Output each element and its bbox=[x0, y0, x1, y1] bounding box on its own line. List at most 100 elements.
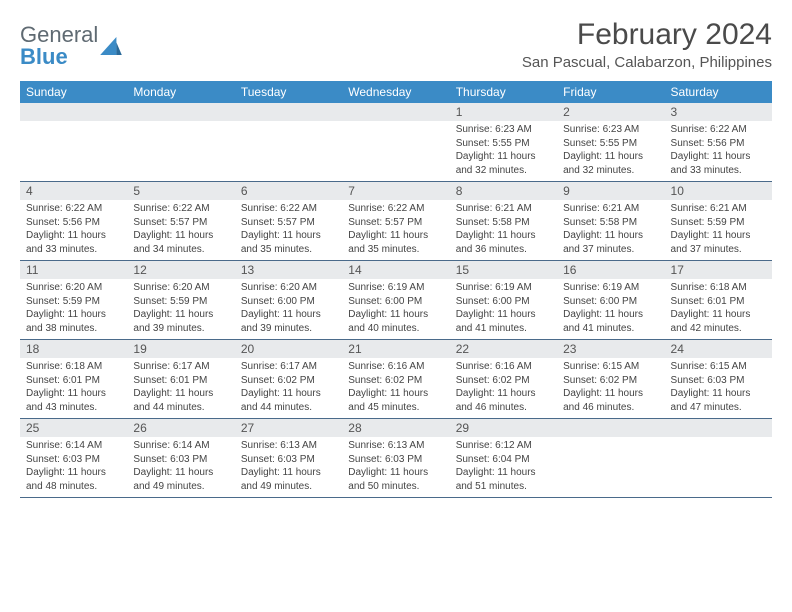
day-info: Sunrise: 6:21 AMSunset: 5:59 PMDaylight:… bbox=[665, 200, 772, 260]
calendar-cell: 2Sunrise: 6:23 AMSunset: 5:55 PMDaylight… bbox=[557, 103, 664, 182]
logo-line1: General bbox=[20, 24, 98, 46]
logo-line2: Blue bbox=[20, 44, 68, 69]
weekday-header: Tuesday bbox=[235, 81, 342, 103]
calendar-cell: 1Sunrise: 6:23 AMSunset: 5:55 PMDaylight… bbox=[450, 103, 557, 182]
date-number bbox=[557, 419, 664, 437]
day-info: Sunrise: 6:18 AMSunset: 6:01 PMDaylight:… bbox=[20, 358, 127, 418]
day-info: Sunrise: 6:19 AMSunset: 6:00 PMDaylight:… bbox=[342, 279, 449, 339]
calendar-cell: 19Sunrise: 6:17 AMSunset: 6:01 PMDayligh… bbox=[127, 340, 234, 419]
calendar-cell: 7Sunrise: 6:22 AMSunset: 5:57 PMDaylight… bbox=[342, 182, 449, 261]
date-number: 23 bbox=[557, 340, 664, 358]
weekday-header-row: SundayMondayTuesdayWednesdayThursdayFrid… bbox=[20, 81, 772, 103]
calendar-cell: 24Sunrise: 6:15 AMSunset: 6:03 PMDayligh… bbox=[665, 340, 772, 419]
calendar-cell bbox=[235, 103, 342, 182]
date-number: 21 bbox=[342, 340, 449, 358]
date-number: 13 bbox=[235, 261, 342, 279]
date-number: 2 bbox=[557, 103, 664, 121]
day-info: Sunrise: 6:14 AMSunset: 6:03 PMDaylight:… bbox=[20, 437, 127, 497]
month-title: February 2024 bbox=[522, 18, 772, 52]
date-number bbox=[665, 419, 772, 437]
calendar-cell: 23Sunrise: 6:15 AMSunset: 6:02 PMDayligh… bbox=[557, 340, 664, 419]
day-info: Sunrise: 6:20 AMSunset: 5:59 PMDaylight:… bbox=[20, 279, 127, 339]
date-number: 1 bbox=[450, 103, 557, 121]
calendar-cell bbox=[127, 103, 234, 182]
calendar-cell: 27Sunrise: 6:13 AMSunset: 6:03 PMDayligh… bbox=[235, 419, 342, 498]
day-info: Sunrise: 6:23 AMSunset: 5:55 PMDaylight:… bbox=[557, 121, 664, 181]
calendar-cell: 13Sunrise: 6:20 AMSunset: 6:00 PMDayligh… bbox=[235, 261, 342, 340]
day-info: Sunrise: 6:14 AMSunset: 6:03 PMDaylight:… bbox=[127, 437, 234, 497]
day-info bbox=[342, 121, 449, 177]
calendar-row: 11Sunrise: 6:20 AMSunset: 5:59 PMDayligh… bbox=[20, 261, 772, 340]
logo-text: General Blue bbox=[20, 24, 98, 68]
day-info: Sunrise: 6:21 AMSunset: 5:58 PMDaylight:… bbox=[557, 200, 664, 260]
day-info: Sunrise: 6:16 AMSunset: 6:02 PMDaylight:… bbox=[450, 358, 557, 418]
day-info: Sunrise: 6:17 AMSunset: 6:01 PMDaylight:… bbox=[127, 358, 234, 418]
header: General Blue February 2024 San Pascual, … bbox=[20, 18, 772, 71]
calendar-cell: 12Sunrise: 6:20 AMSunset: 5:59 PMDayligh… bbox=[127, 261, 234, 340]
date-number bbox=[342, 103, 449, 121]
day-info: Sunrise: 6:15 AMSunset: 6:02 PMDaylight:… bbox=[557, 358, 664, 418]
date-number: 18 bbox=[20, 340, 127, 358]
calendar-cell: 4Sunrise: 6:22 AMSunset: 5:56 PMDaylight… bbox=[20, 182, 127, 261]
calendar-page: General Blue February 2024 San Pascual, … bbox=[0, 0, 792, 508]
day-info: Sunrise: 6:12 AMSunset: 6:04 PMDaylight:… bbox=[450, 437, 557, 497]
date-number: 9 bbox=[557, 182, 664, 200]
date-number: 22 bbox=[450, 340, 557, 358]
weekday-header: Saturday bbox=[665, 81, 772, 103]
date-number: 4 bbox=[20, 182, 127, 200]
calendar-cell: 11Sunrise: 6:20 AMSunset: 5:59 PMDayligh… bbox=[20, 261, 127, 340]
day-info: Sunrise: 6:22 AMSunset: 5:57 PMDaylight:… bbox=[127, 200, 234, 260]
date-number: 12 bbox=[127, 261, 234, 279]
calendar-cell bbox=[665, 419, 772, 498]
day-info: Sunrise: 6:22 AMSunset: 5:57 PMDaylight:… bbox=[342, 200, 449, 260]
calendar-cell bbox=[557, 419, 664, 498]
calendar-cell: 18Sunrise: 6:18 AMSunset: 6:01 PMDayligh… bbox=[20, 340, 127, 419]
calendar-row: 25Sunrise: 6:14 AMSunset: 6:03 PMDayligh… bbox=[20, 419, 772, 498]
date-number: 28 bbox=[342, 419, 449, 437]
date-number: 5 bbox=[127, 182, 234, 200]
calendar-cell: 28Sunrise: 6:13 AMSunset: 6:03 PMDayligh… bbox=[342, 419, 449, 498]
calendar-cell: 21Sunrise: 6:16 AMSunset: 6:02 PMDayligh… bbox=[342, 340, 449, 419]
day-info: Sunrise: 6:22 AMSunset: 5:56 PMDaylight:… bbox=[20, 200, 127, 260]
date-number: 8 bbox=[450, 182, 557, 200]
weekday-header: Monday bbox=[127, 81, 234, 103]
date-number: 27 bbox=[235, 419, 342, 437]
weekday-header: Wednesday bbox=[342, 81, 449, 103]
weekday-header: Thursday bbox=[450, 81, 557, 103]
date-number: 29 bbox=[450, 419, 557, 437]
weekday-header: Sunday bbox=[20, 81, 127, 103]
day-info bbox=[557, 437, 664, 493]
date-number bbox=[127, 103, 234, 121]
calendar-cell: 5Sunrise: 6:22 AMSunset: 5:57 PMDaylight… bbox=[127, 182, 234, 261]
calendar-cell: 10Sunrise: 6:21 AMSunset: 5:59 PMDayligh… bbox=[665, 182, 772, 261]
calendar-cell: 25Sunrise: 6:14 AMSunset: 6:03 PMDayligh… bbox=[20, 419, 127, 498]
calendar-cell: 20Sunrise: 6:17 AMSunset: 6:02 PMDayligh… bbox=[235, 340, 342, 419]
date-number: 3 bbox=[665, 103, 772, 121]
day-info: Sunrise: 6:22 AMSunset: 5:56 PMDaylight:… bbox=[665, 121, 772, 181]
calendar-cell: 9Sunrise: 6:21 AMSunset: 5:58 PMDaylight… bbox=[557, 182, 664, 261]
date-number: 20 bbox=[235, 340, 342, 358]
calendar-cell: 29Sunrise: 6:12 AMSunset: 6:04 PMDayligh… bbox=[450, 419, 557, 498]
day-info: Sunrise: 6:18 AMSunset: 6:01 PMDaylight:… bbox=[665, 279, 772, 339]
calendar-cell: 15Sunrise: 6:19 AMSunset: 6:00 PMDayligh… bbox=[450, 261, 557, 340]
calendar-cell: 6Sunrise: 6:22 AMSunset: 5:57 PMDaylight… bbox=[235, 182, 342, 261]
day-info: Sunrise: 6:15 AMSunset: 6:03 PMDaylight:… bbox=[665, 358, 772, 418]
calendar-cell: 26Sunrise: 6:14 AMSunset: 6:03 PMDayligh… bbox=[127, 419, 234, 498]
calendar-cell: 22Sunrise: 6:16 AMSunset: 6:02 PMDayligh… bbox=[450, 340, 557, 419]
date-number: 19 bbox=[127, 340, 234, 358]
date-number: 24 bbox=[665, 340, 772, 358]
day-info: Sunrise: 6:21 AMSunset: 5:58 PMDaylight:… bbox=[450, 200, 557, 260]
calendar-cell bbox=[20, 103, 127, 182]
date-number: 11 bbox=[20, 261, 127, 279]
date-number: 7 bbox=[342, 182, 449, 200]
day-info: Sunrise: 6:13 AMSunset: 6:03 PMDaylight:… bbox=[235, 437, 342, 497]
day-info: Sunrise: 6:16 AMSunset: 6:02 PMDaylight:… bbox=[342, 358, 449, 418]
calendar-cell bbox=[342, 103, 449, 182]
calendar-cell: 3Sunrise: 6:22 AMSunset: 5:56 PMDaylight… bbox=[665, 103, 772, 182]
day-info: Sunrise: 6:19 AMSunset: 6:00 PMDaylight:… bbox=[450, 279, 557, 339]
date-number bbox=[20, 103, 127, 121]
calendar-cell: 8Sunrise: 6:21 AMSunset: 5:58 PMDaylight… bbox=[450, 182, 557, 261]
calendar-row: 4Sunrise: 6:22 AMSunset: 5:56 PMDaylight… bbox=[20, 182, 772, 261]
date-number: 14 bbox=[342, 261, 449, 279]
logo: General Blue bbox=[20, 18, 122, 68]
